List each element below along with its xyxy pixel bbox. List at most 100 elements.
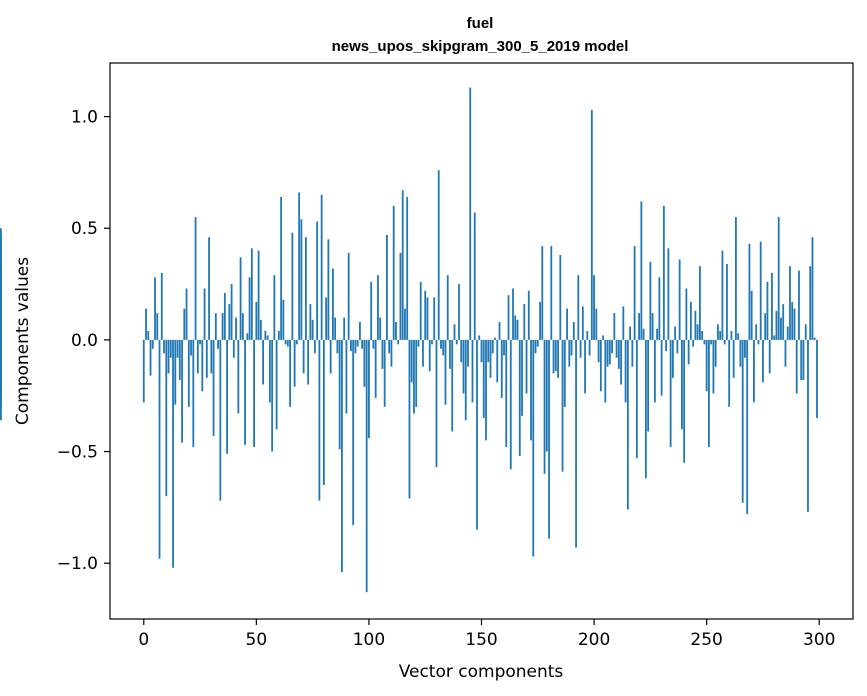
x-tick-label: 300: [803, 630, 835, 650]
bar: [0, 228, 2, 340]
bar: [343, 317, 346, 340]
bar: [599, 339, 602, 392]
bar: [685, 288, 688, 340]
bar: [536, 339, 539, 347]
bar: [291, 232, 294, 340]
bar: [559, 255, 562, 340]
bar: [361, 339, 364, 349]
bar: [498, 322, 501, 340]
bar: [683, 339, 686, 463]
bar: [241, 313, 244, 340]
bar: [521, 339, 523, 416]
bar: [428, 339, 431, 372]
bar: [568, 339, 571, 367]
bar: [187, 339, 190, 407]
bar: [217, 339, 219, 349]
bar: [532, 339, 535, 557]
bar: [410, 339, 413, 383]
bar: [341, 339, 343, 573]
bar: [226, 339, 228, 454]
bar: [372, 339, 375, 349]
bar: [615, 339, 618, 358]
bar: [368, 339, 370, 439]
bar: [354, 339, 357, 354]
bar: [530, 339, 532, 441]
bar: [489, 339, 492, 378]
bar: [658, 277, 661, 340]
bar: [798, 270, 800, 340]
y-axis-ticks: −1.0 −0.5 0.0 0.5 1.0: [57, 108, 110, 574]
bar: [437, 170, 440, 340]
bar: [158, 339, 161, 559]
bar: [0, 339, 2, 407]
bar: [784, 339, 787, 367]
bar: [739, 339, 742, 367]
bar: [151, 339, 154, 349]
bar: [604, 339, 607, 403]
bar: [730, 330, 733, 340]
bar: [298, 192, 301, 340]
bar: [766, 281, 769, 340]
bar: [230, 284, 233, 340]
bar: [424, 290, 427, 340]
bar: [237, 339, 240, 414]
bar: [586, 330, 589, 340]
bar: [309, 304, 312, 340]
bar: [708, 339, 710, 448]
bar: [374, 339, 377, 398]
bar: [413, 339, 415, 414]
bar: [732, 339, 735, 378]
bar: [154, 277, 156, 340]
bar: [667, 248, 670, 340]
bar: [476, 339, 478, 530]
x-tick-label: 0: [138, 630, 149, 650]
bar: [622, 306, 625, 340]
bar: [401, 190, 404, 340]
bar: [712, 339, 715, 394]
bar: [442, 339, 445, 356]
bar: [172, 339, 174, 568]
bar: [205, 339, 208, 378]
bar: [719, 330, 722, 340]
bar: [377, 275, 379, 340]
bar: [543, 339, 546, 474]
bar: [329, 339, 332, 374]
bar: [196, 339, 199, 374]
bar: [277, 330, 280, 340]
bar: [444, 339, 447, 405]
bar: [746, 339, 749, 515]
bar: [214, 313, 217, 340]
bar: [178, 339, 181, 381]
bar: [590, 109, 593, 340]
bar: [246, 333, 249, 340]
bar: [617, 339, 620, 369]
x-axis-label: Vector components: [399, 662, 564, 682]
bar: [167, 339, 170, 374]
bar: [744, 339, 746, 358]
bar: [325, 297, 328, 340]
bar: [392, 205, 395, 340]
bar: [800, 339, 803, 381]
bar: [322, 339, 325, 486]
bar: [381, 339, 384, 369]
bar: [696, 324, 699, 340]
bar: [223, 292, 226, 340]
bar: [257, 250, 260, 340]
bar: [678, 259, 681, 340]
bar: [451, 339, 454, 432]
bar: [626, 339, 629, 510]
bar: [509, 339, 512, 470]
bar: [336, 339, 339, 354]
bar: [644, 339, 647, 479]
bar: [156, 313, 159, 340]
bar: [145, 308, 147, 340]
bar: [255, 301, 258, 340]
bar: [793, 308, 796, 340]
chart-subtitle: news_upos_skipgram_300_5_2019 model: [332, 38, 629, 55]
bar: [363, 339, 366, 387]
bar: [512, 288, 514, 340]
bar: [662, 205, 665, 340]
bar: [687, 339, 690, 365]
bar: [399, 252, 402, 340]
